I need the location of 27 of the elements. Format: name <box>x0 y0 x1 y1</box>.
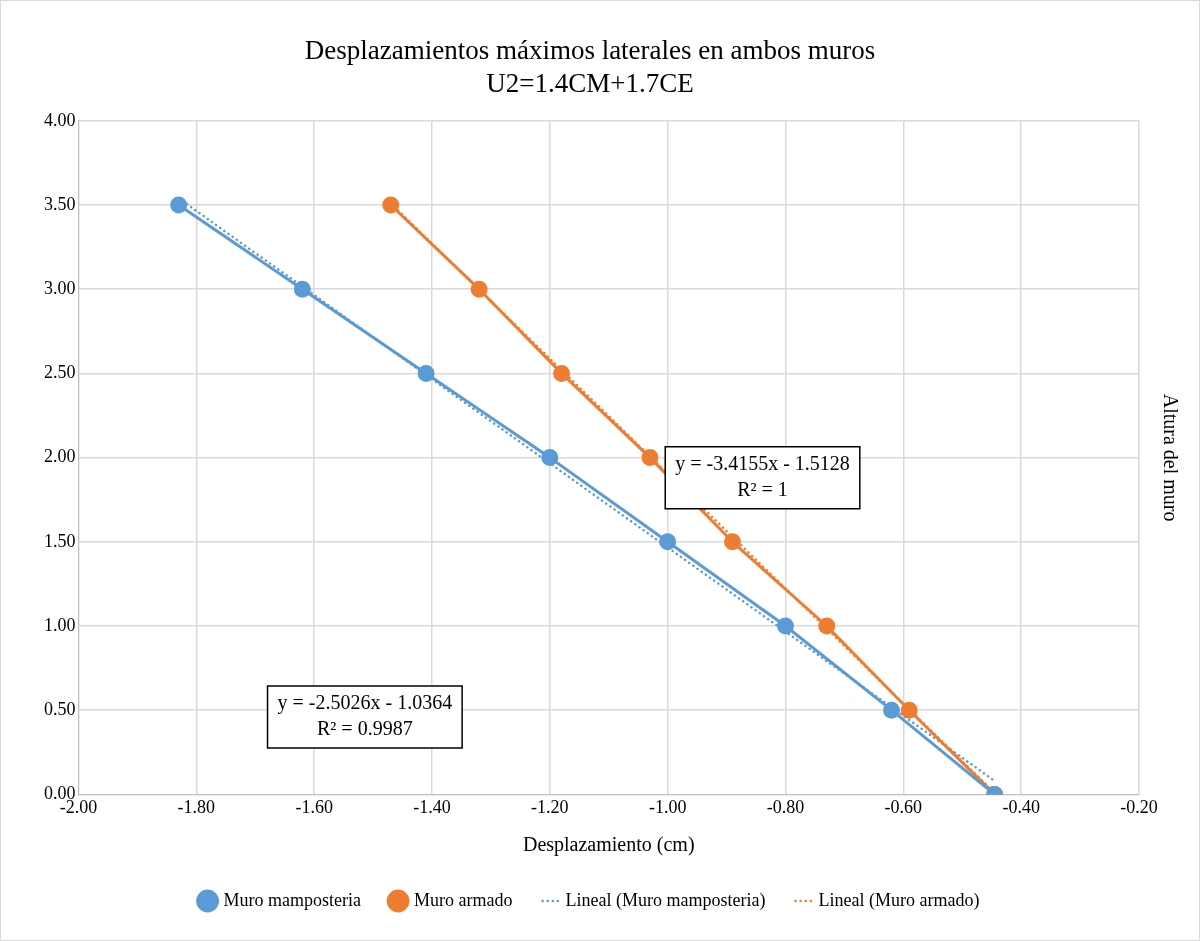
y-tick-label: 3.50 <box>44 193 76 214</box>
annotation: y = -3.4155x - 1.5128 R² = 1 <box>675 452 850 501</box>
x-tick-label: -1.80 <box>177 796 216 817</box>
y-tick-label: 2.00 <box>44 446 76 467</box>
y-tick-label: 1.50 <box>44 530 76 551</box>
y-tick-label: 3.00 <box>44 277 76 298</box>
x-axis-title: Desplazamiento (cm) <box>522 833 695 857</box>
legend-label: Lineal (Muro armado) <box>818 889 980 911</box>
annotation: y = -2.5026x - 1.0364 R² = 0.9987 <box>277 691 453 740</box>
x-tick-label: -0.60 <box>884 796 923 817</box>
y-axis-title: Altura del muro <box>1159 393 1182 522</box>
y-tick-label: 2.50 <box>44 362 76 383</box>
x-tick-label: -0.80 <box>766 796 805 817</box>
legend-label: Lineal (Muro mamposteria) <box>565 889 766 911</box>
legend-label: Muro armado <box>414 889 513 910</box>
x-tick-label: -0.40 <box>1002 796 1040 817</box>
chart-subtitle: U2=1.4CM+1.7CE <box>486 67 694 98</box>
x-tick-label: -1.40 <box>413 796 451 817</box>
legend-label: Muro mamposteria <box>223 889 362 910</box>
chart-title: Desplazamientos máximos laterales en ambos muros <box>304 35 876 66</box>
x-tick-label: -0.20 <box>1120 796 1158 817</box>
x-tick-label: -1.20 <box>531 796 569 817</box>
y-tick-label: 0.50 <box>44 698 76 719</box>
y-tick-label: 4.00 <box>44 109 76 130</box>
x-tick-label: -1.00 <box>648 796 687 817</box>
x-tick-label: -1.60 <box>295 796 333 817</box>
y-tick-label: 1.00 <box>44 614 76 635</box>
